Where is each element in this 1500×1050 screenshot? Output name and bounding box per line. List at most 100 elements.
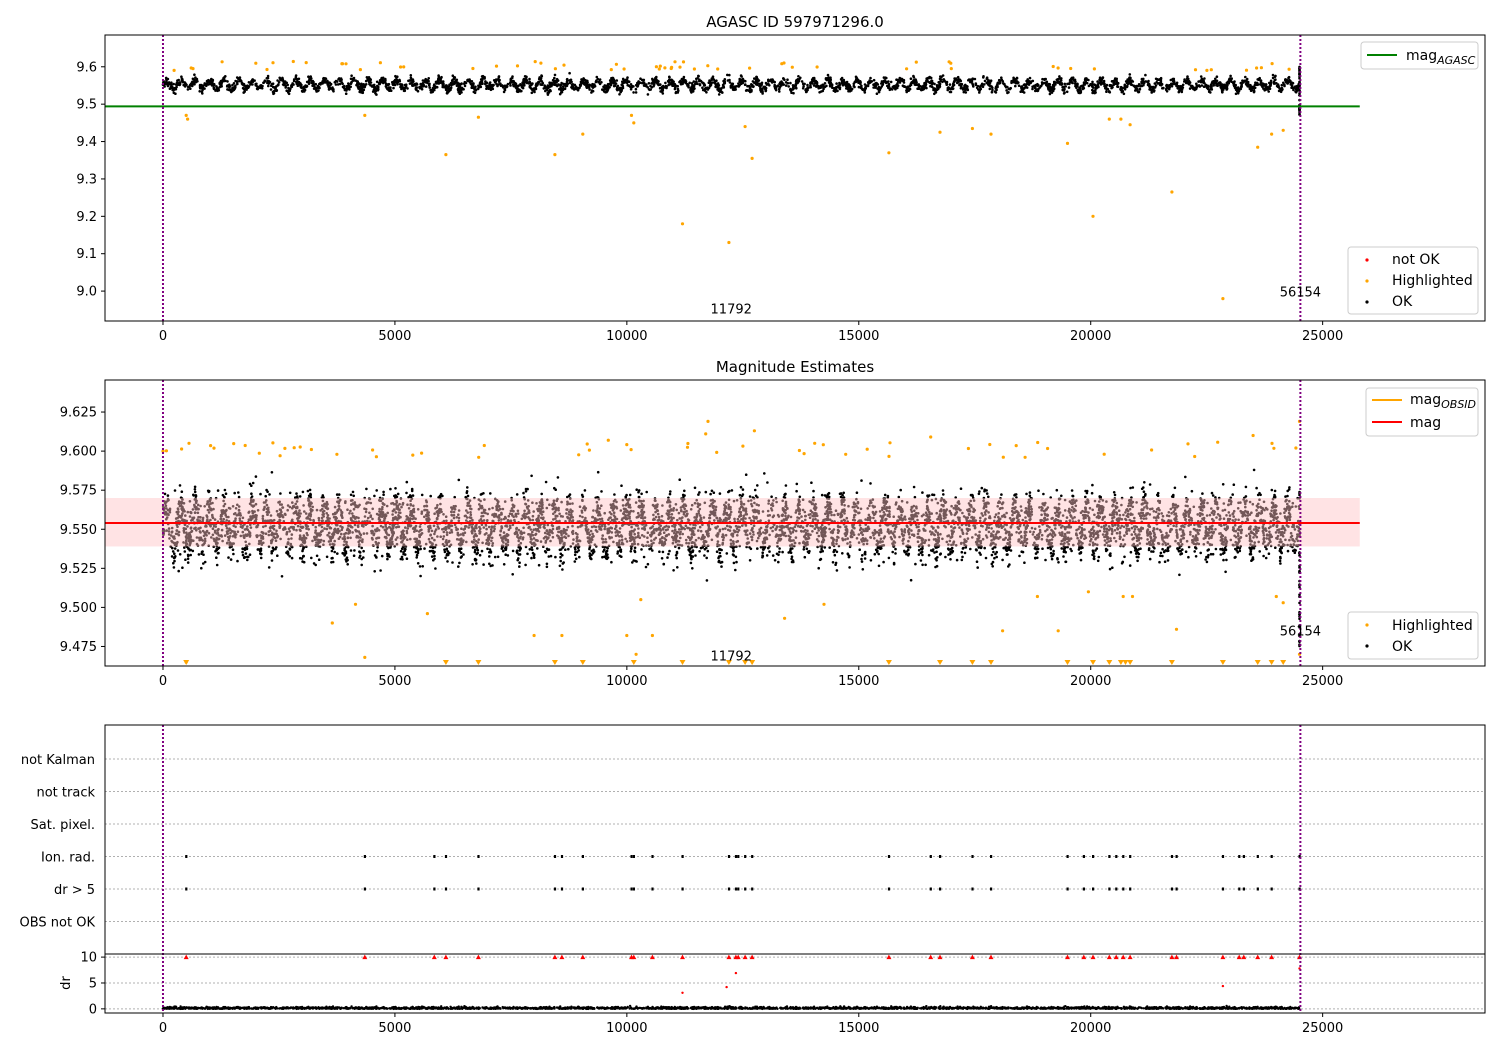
ok-point (556, 84, 559, 87)
ok-point (734, 88, 737, 91)
highlighted-point (780, 62, 784, 66)
ok-point (1206, 84, 1209, 88)
ok-point (994, 87, 997, 90)
ok-point (1236, 92, 1240, 95)
ok-point (350, 80, 353, 84)
ok-point (782, 83, 785, 86)
ok-point (460, 88, 463, 91)
ok-point (662, 86, 665, 89)
ok-point (726, 73, 729, 77)
ok-point (701, 86, 704, 89)
ok-point (614, 82, 618, 85)
ok-point (1155, 80, 1158, 84)
ok-point (924, 84, 927, 87)
ok-point (491, 84, 495, 87)
ok-point (1025, 82, 1029, 86)
ok-point (823, 82, 827, 85)
ok-point (511, 75, 514, 78)
highlighted-point (1193, 68, 1198, 72)
ok-point (901, 84, 905, 87)
y-tick-label: 9.0 (76, 285, 97, 300)
highlighted-point (914, 60, 918, 64)
ok-point (744, 79, 747, 83)
ok-point (294, 74, 298, 77)
ok-point (1069, 77, 1073, 81)
ok-point (1165, 83, 1169, 87)
ok-point (180, 75, 183, 78)
highlighted-point (790, 65, 794, 69)
ok-point (212, 83, 216, 86)
ok-point (902, 81, 906, 84)
ok-point (945, 83, 948, 86)
ok-point (761, 90, 764, 94)
ok-point (719, 88, 722, 91)
ok-point (1153, 82, 1157, 85)
ok-point (1231, 493, 1234, 496)
ok-point (530, 88, 534, 91)
ok-point (172, 91, 176, 95)
ok-point (947, 86, 951, 90)
ok-point (912, 79, 915, 82)
ok-point (990, 90, 994, 94)
ok-point (922, 86, 926, 90)
ok-point (632, 91, 635, 94)
ok-point (502, 563, 506, 566)
highlighted-point (1119, 117, 1123, 121)
ok-point (754, 82, 758, 86)
ok-point (400, 83, 404, 87)
ok-point (797, 79, 801, 83)
ok-point (342, 86, 346, 90)
highlighted-point (186, 117, 190, 121)
ok-point (621, 85, 625, 88)
ok-point (336, 83, 340, 86)
ok-point (1268, 87, 1271, 90)
ok-point (240, 79, 243, 83)
ok-point (1180, 552, 1184, 555)
ok-point (1150, 91, 1153, 94)
ok-point (437, 75, 441, 79)
ok-point (329, 87, 333, 90)
ok-point (881, 83, 885, 86)
ok-point (1099, 83, 1103, 86)
ok-point (882, 80, 885, 83)
highlighted-point (614, 62, 619, 66)
ok-point (1079, 91, 1083, 94)
ok-point (349, 493, 353, 497)
ok-point (201, 92, 204, 95)
ok-point (1165, 90, 1169, 93)
ok-point (451, 74, 455, 77)
ok-point (958, 83, 961, 87)
ok-point (710, 77, 714, 80)
ok-point (194, 76, 197, 79)
ok-point (1280, 83, 1284, 87)
highlighted-point (748, 66, 752, 70)
highlighted-point (678, 65, 682, 69)
ok-point (546, 93, 550, 96)
ok-point (541, 81, 545, 85)
ok-point (853, 85, 856, 89)
legend-ok-marker (1365, 300, 1369, 304)
ok-point (908, 84, 912, 88)
ok-point (611, 80, 615, 84)
ok-point (344, 92, 348, 95)
ok-point (350, 74, 353, 77)
highlighted-point (947, 60, 951, 64)
highlighted-point (989, 132, 993, 136)
ok-point (1063, 82, 1067, 86)
ok-point (957, 80, 960, 83)
ok-point (308, 78, 312, 82)
x-tick-label: 10000 (606, 329, 647, 344)
ok-point (398, 78, 401, 82)
ok-point (821, 83, 824, 87)
ok-point (1081, 87, 1084, 91)
ok-point (521, 82, 525, 85)
ok-point (165, 80, 168, 84)
ok-point (283, 82, 286, 85)
ok-point (951, 84, 955, 88)
ok-point (938, 83, 942, 87)
ok-point (629, 85, 632, 89)
ok-point (595, 75, 599, 79)
ok-point (1197, 84, 1201, 87)
ok-point (172, 566, 176, 569)
ok-point (1269, 79, 1273, 83)
